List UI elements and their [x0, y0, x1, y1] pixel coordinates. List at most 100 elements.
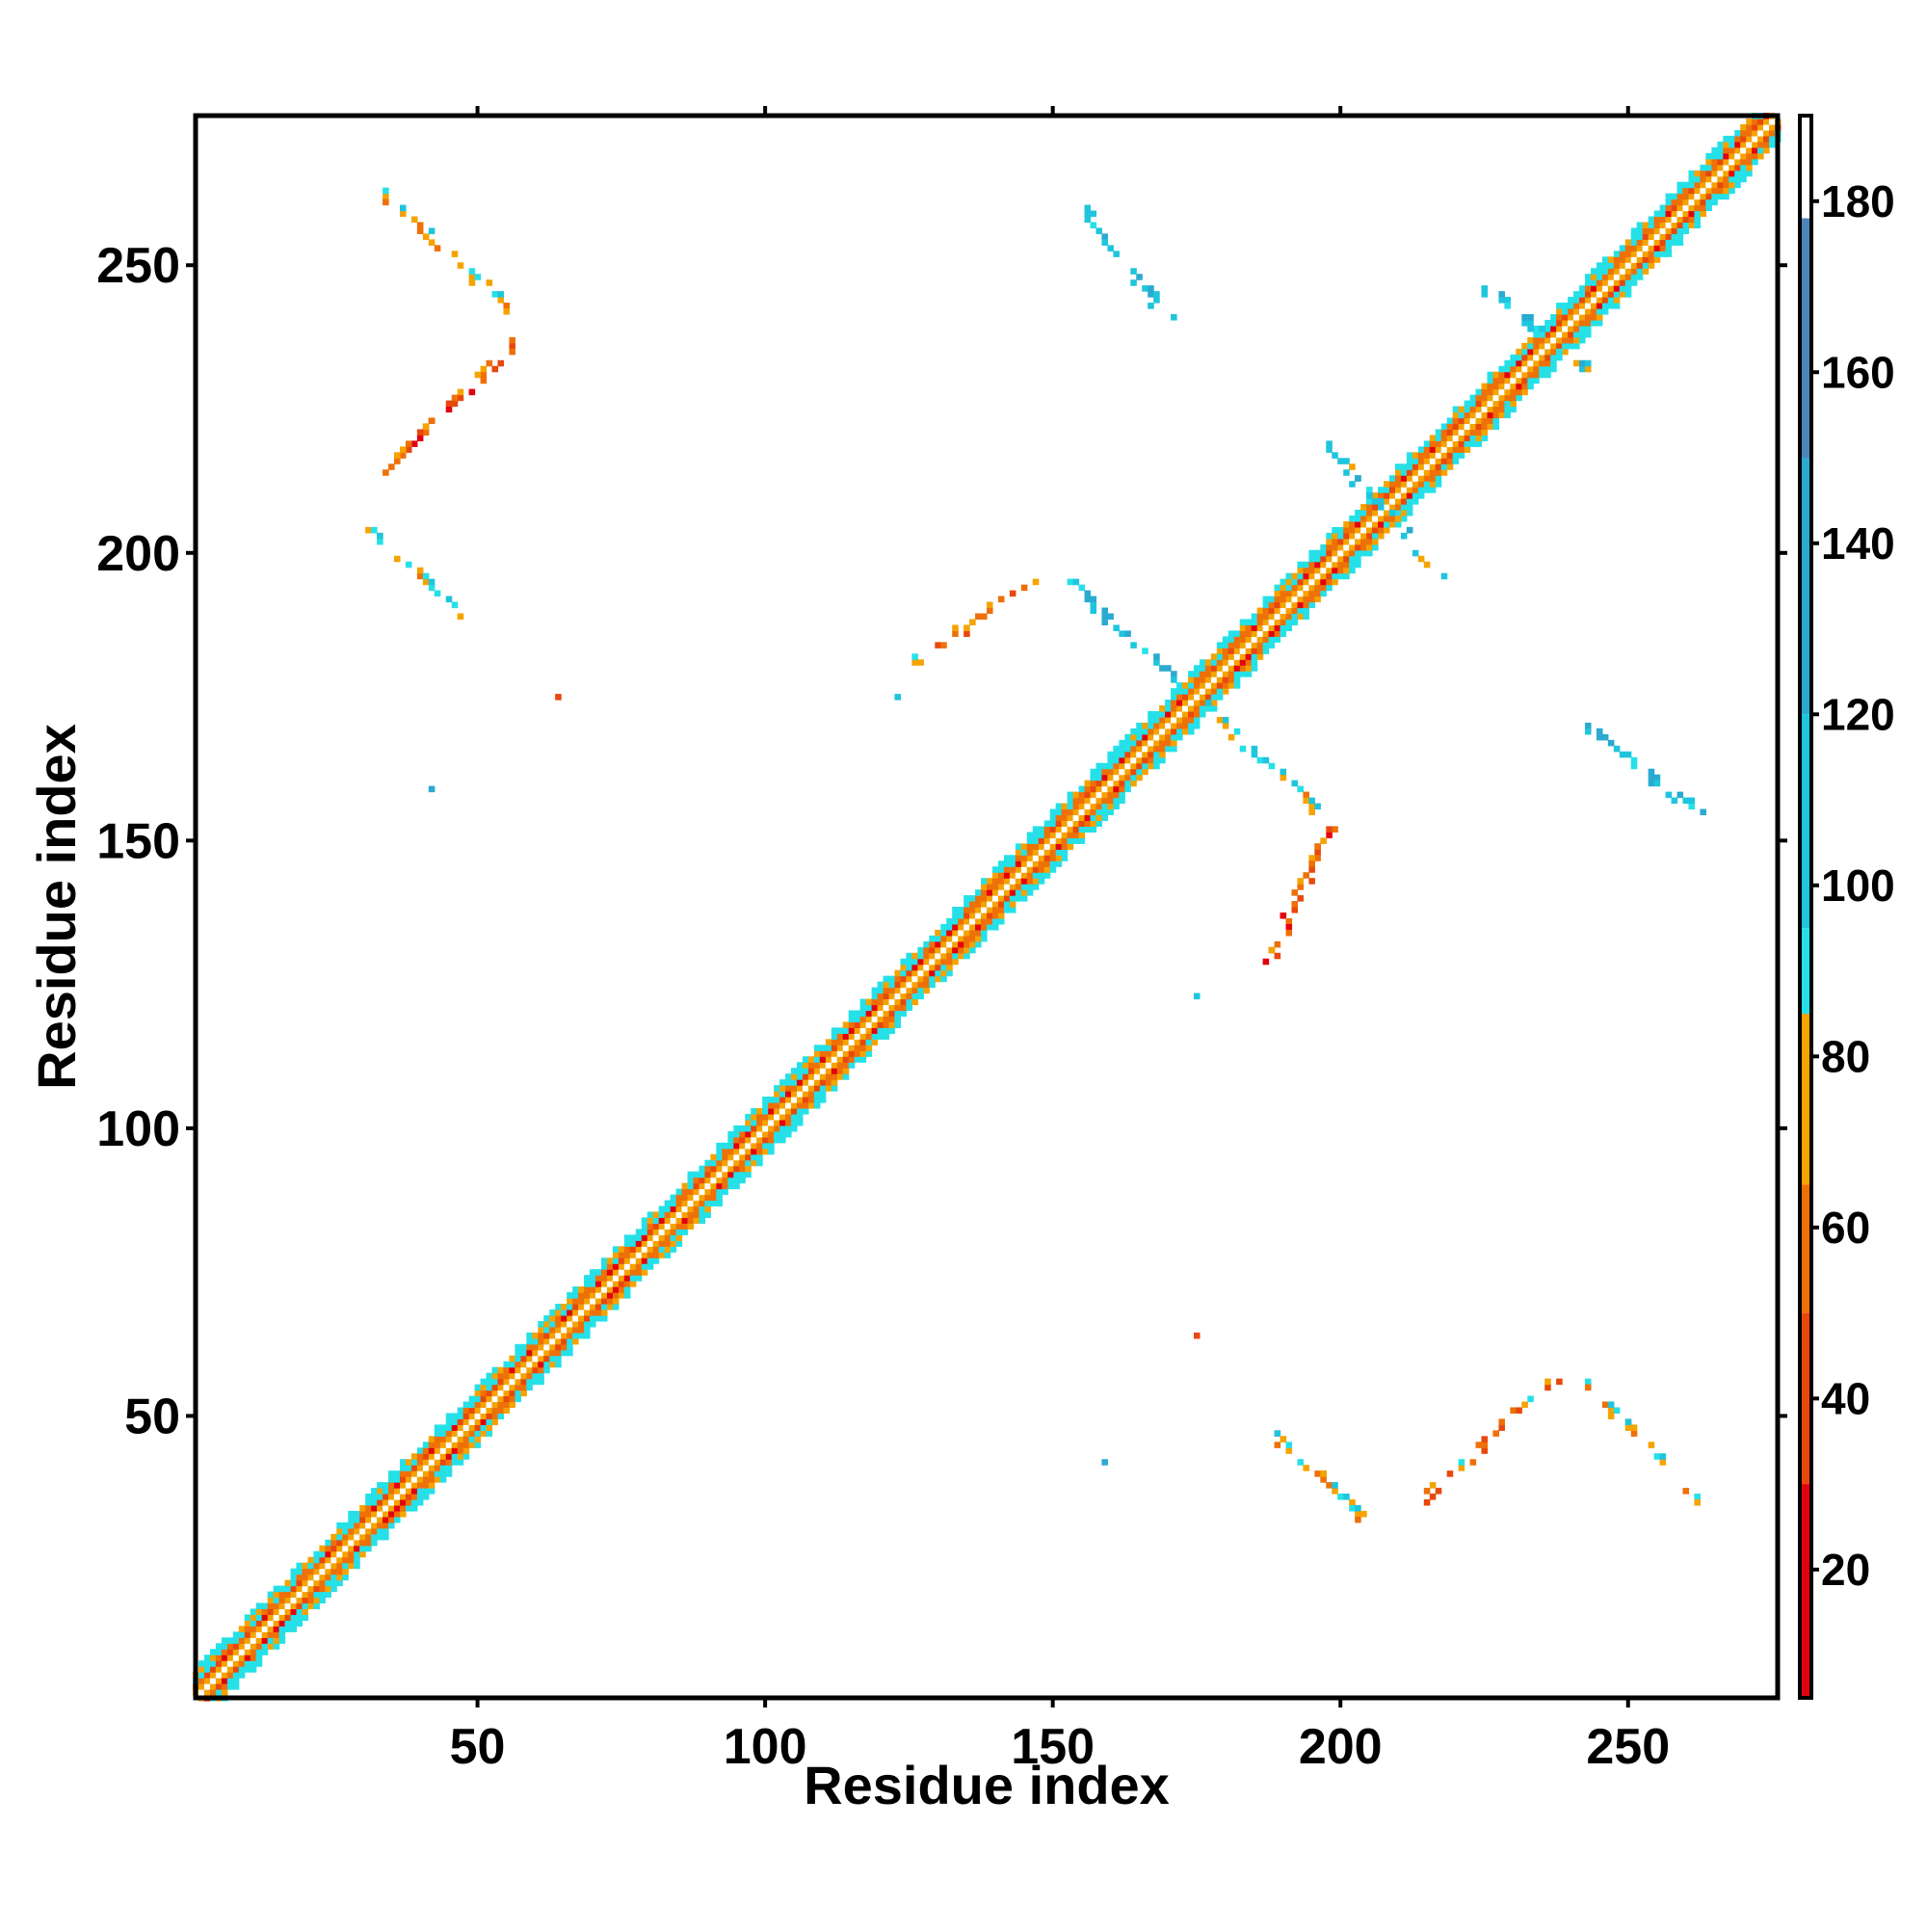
diagonal-cell — [1694, 193, 1701, 200]
diagonal-cell — [911, 952, 918, 960]
diagonal-cell — [1492, 377, 1499, 384]
contact-cell — [1107, 245, 1114, 251]
contact-cell — [1233, 728, 1241, 735]
contact-cell — [1291, 901, 1299, 908]
diagonal-cell — [940, 935, 947, 942]
diagonal-cell — [1435, 469, 1442, 476]
contact-cell — [422, 423, 430, 430]
diagonal-cell — [1107, 774, 1114, 781]
diagonal-cell — [422, 1447, 430, 1454]
diagonal-cell — [785, 1125, 792, 1132]
diagonal-cell — [1262, 642, 1270, 648]
diagonal-cell — [675, 1234, 683, 1241]
diagonal-cell — [888, 1004, 896, 1012]
contact-cell — [1481, 1447, 1489, 1454]
diagonal-cell — [699, 1182, 706, 1190]
diagonal-cell — [1262, 648, 1270, 654]
diagonal-cell — [1199, 665, 1206, 672]
diagonal-cell — [762, 1113, 769, 1121]
diagonal-cell — [1607, 291, 1615, 298]
diagonal-cell — [658, 1240, 666, 1247]
diagonal-cell — [1688, 198, 1696, 206]
contact-cell — [1072, 578, 1080, 586]
contact-cell — [388, 463, 395, 470]
contact-cell — [1607, 739, 1615, 747]
contact-cell — [1148, 303, 1154, 309]
diagonal-cell — [1210, 694, 1218, 701]
diagonal-cell — [785, 1107, 792, 1115]
diagonal-cell — [491, 1418, 499, 1425]
contact-cell — [964, 630, 970, 637]
diagonal-cell — [474, 1413, 482, 1419]
diagonal-cell — [474, 1384, 482, 1391]
diagonal-cell — [768, 1136, 775, 1144]
diagonal-cell — [1113, 797, 1120, 805]
contact-cell — [1101, 233, 1108, 240]
diagonal-cell — [371, 1499, 378, 1506]
diagonal-cell — [848, 1033, 856, 1040]
diagonal-cell — [675, 1211, 683, 1219]
diagonal-cell — [1268, 624, 1276, 631]
diagonal-cell — [549, 1314, 556, 1322]
diagonal-cell — [457, 1447, 464, 1454]
diagonal-cell — [756, 1113, 763, 1121]
diagonal-cell — [399, 1459, 407, 1466]
diagonal-cell — [313, 1585, 320, 1593]
diagonal-cell — [250, 1614, 257, 1621]
diagonal-cell — [1303, 584, 1309, 592]
diagonal-cell — [215, 1683, 223, 1690]
diagonal-cell — [1049, 837, 1057, 844]
diagonal-cell — [1165, 711, 1172, 718]
diagonal-cell — [658, 1246, 666, 1253]
diagonal-cell — [1590, 308, 1597, 315]
diagonal-cell — [590, 1269, 596, 1276]
diagonal-cell — [1533, 336, 1540, 344]
diagonal-cell — [578, 1298, 585, 1305]
diagonal-cell — [1020, 855, 1028, 861]
diagonal-cell — [629, 1263, 637, 1270]
diagonal-cell — [383, 1499, 389, 1506]
diagonal-cell — [1372, 538, 1379, 545]
contact-cell — [1320, 1476, 1327, 1483]
diagonal-cell — [1458, 406, 1465, 413]
diagonal-cell — [785, 1130, 792, 1138]
diagonal-cell — [1020, 866, 1028, 873]
diagonal-cell — [1320, 584, 1327, 592]
diagonal-cell — [1464, 417, 1471, 425]
diagonal-cell — [468, 1436, 476, 1442]
diagonal-cell — [658, 1217, 666, 1224]
diagonal-cell — [969, 895, 976, 902]
diagonal-cell — [612, 1292, 620, 1299]
diagonal-cell — [1182, 711, 1189, 718]
diagonal-cell — [629, 1281, 637, 1287]
diagonal-cell — [1464, 446, 1471, 453]
diagonal-cell — [1187, 716, 1195, 724]
diagonal-cell — [1613, 274, 1621, 280]
diagonal-cell — [641, 1234, 648, 1241]
diagonal-cell — [1694, 204, 1701, 212]
diagonal-cell — [1280, 624, 1287, 631]
diagonal-cell — [567, 1343, 573, 1351]
diagonal-cell — [261, 1626, 269, 1632]
diagonal-cell — [929, 946, 936, 954]
diagonal-cell — [1107, 797, 1114, 805]
diagonal-cell — [1688, 187, 1696, 195]
diagonal-cell — [964, 952, 970, 960]
diagonal-cell — [1475, 440, 1483, 447]
diagonal-cell — [1516, 388, 1522, 396]
diagonal-cell — [612, 1304, 620, 1310]
diagonal-cell — [1533, 325, 1540, 332]
diagonal-cell — [819, 1097, 827, 1103]
diagonal-cell — [1142, 762, 1148, 770]
y-tick-label: 200 — [96, 526, 180, 582]
diagonal-cell — [209, 1666, 217, 1673]
diagonal-cell — [1665, 204, 1673, 212]
diagonal-cell — [1601, 297, 1609, 304]
diagonal-cell — [991, 866, 999, 873]
diagonal-cell — [1061, 803, 1069, 810]
diagonal-cell — [445, 1418, 453, 1425]
contact-cell — [1343, 469, 1350, 476]
diagonal-cell — [1332, 549, 1338, 557]
diagonal-cell — [1487, 383, 1494, 390]
diagonal-cell — [336, 1568, 343, 1575]
